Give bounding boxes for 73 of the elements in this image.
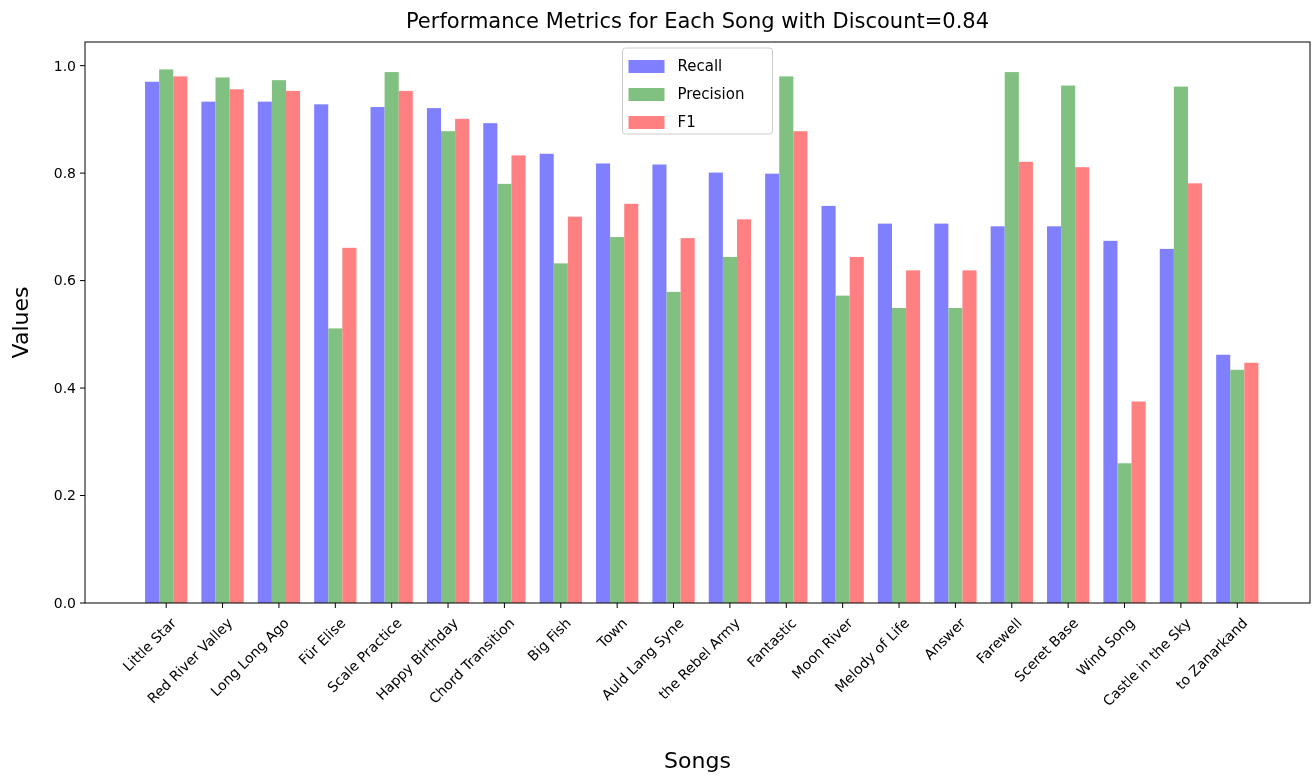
bar <box>849 256 864 603</box>
bar <box>736 219 752 603</box>
bar <box>1244 362 1259 603</box>
bar <box>342 247 357 603</box>
bar <box>1103 240 1118 603</box>
bar <box>821 205 836 603</box>
bar <box>1075 167 1090 603</box>
bar <box>666 291 681 603</box>
bar <box>1004 72 1019 603</box>
bar <box>271 80 286 603</box>
y-tick-label: 0.4 <box>53 379 77 396</box>
bar <box>610 237 625 603</box>
bar <box>934 223 949 603</box>
x-axis-title: Songs <box>664 748 731 773</box>
bar <box>680 238 695 603</box>
bar <box>877 223 892 603</box>
bar <box>398 90 413 603</box>
bar <box>314 104 329 603</box>
bar <box>652 164 667 603</box>
bar <box>455 118 470 603</box>
bar <box>370 107 385 603</box>
bar <box>1187 183 1203 603</box>
y-tick-label: 0.6 <box>53 272 77 289</box>
bar <box>328 328 343 603</box>
bar <box>159 69 174 603</box>
bar <box>990 226 1005 603</box>
bar <box>1047 226 1062 603</box>
bar <box>145 81 160 603</box>
bar <box>1173 86 1188 603</box>
y-tick-label: 1.0 <box>53 57 76 74</box>
bar <box>215 77 230 603</box>
bar <box>257 101 272 603</box>
bar <box>539 153 554 603</box>
bar <box>708 172 723 603</box>
bar <box>722 256 737 603</box>
bar <box>624 203 639 603</box>
x-tick-label: Big Fish <box>524 614 574 665</box>
legend-label: Recall <box>677 57 723 76</box>
legend-label: F1 <box>677 113 696 132</box>
bar <box>567 216 582 603</box>
legend-label: Precision <box>677 85 745 104</box>
bar <box>1061 85 1076 603</box>
bar <box>497 183 512 603</box>
bar <box>1018 161 1033 603</box>
bar <box>891 307 907 603</box>
y-tick-label: 0.0 <box>53 594 76 611</box>
bar <box>553 263 568 603</box>
y-tick-label: 0.8 <box>53 165 76 182</box>
bar <box>285 90 301 603</box>
bar <box>441 131 456 603</box>
bar <box>835 295 850 603</box>
bar <box>948 307 963 603</box>
bar <box>1159 248 1174 603</box>
y-tick-label: 0.2 <box>53 487 76 504</box>
bar <box>906 270 921 603</box>
bar <box>1230 369 1245 603</box>
bar <box>793 131 808 603</box>
bar <box>384 72 399 603</box>
bar <box>1131 401 1146 603</box>
bar <box>201 101 216 603</box>
bar <box>1216 354 1231 603</box>
bar <box>779 76 794 603</box>
bar <box>229 89 244 603</box>
bar <box>426 108 441 603</box>
bar <box>765 173 780 603</box>
bar <box>1117 463 1132 603</box>
bar <box>173 76 188 603</box>
bar <box>511 155 526 603</box>
y-axis-title: Values <box>8 286 33 359</box>
bar <box>483 123 498 603</box>
bar <box>596 163 611 603</box>
chart-title: Performance Metrics for Each Song with Discount=0.84 <box>405 9 990 33</box>
bar <box>962 270 977 603</box>
